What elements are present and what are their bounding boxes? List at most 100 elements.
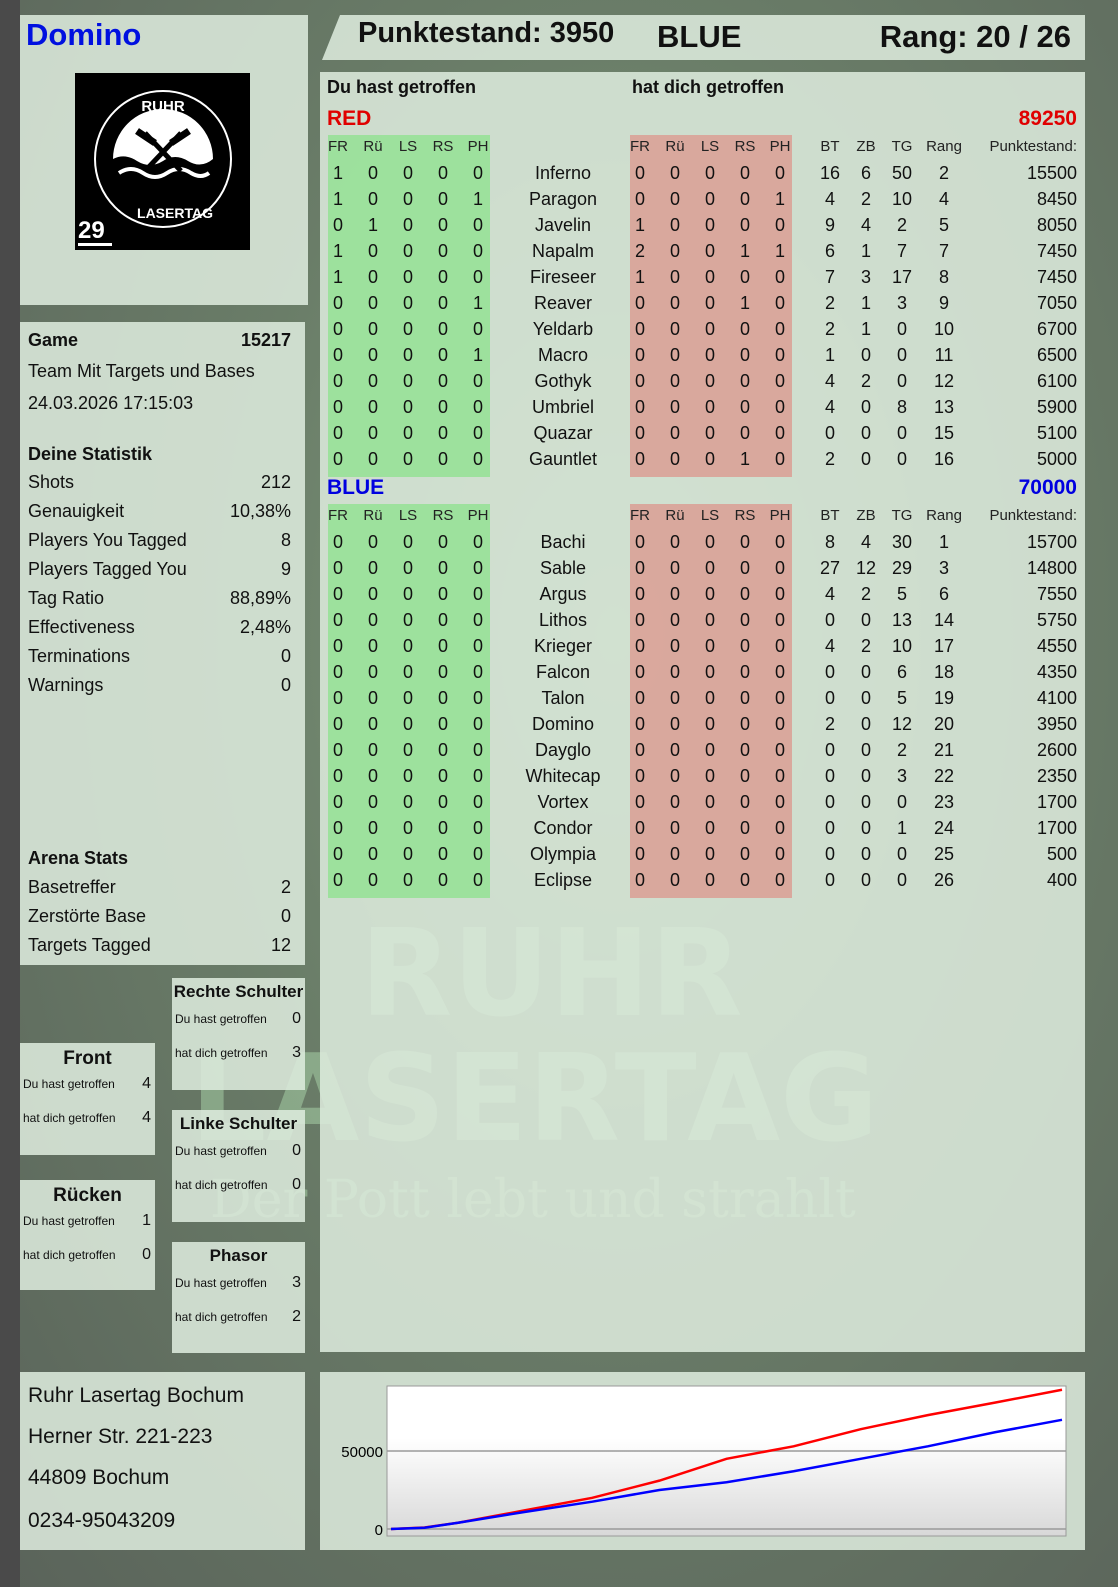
hit-cell: 0 xyxy=(367,532,378,552)
col-header-Rü: Rü xyxy=(665,507,685,524)
hit-cell: 0 xyxy=(367,241,378,261)
arena-value: 0 xyxy=(280,906,291,926)
table-row: 1 0 0 0 0 Napalm 2 0 0 1 1 6 1 7 7 7450 xyxy=(320,241,1085,267)
player-score: 1700 xyxy=(1036,792,1077,812)
stat-bt: 0 xyxy=(824,740,835,760)
stat-bt: 4 xyxy=(824,371,835,391)
stat-tg: 0 xyxy=(896,319,907,339)
stat-bt: 0 xyxy=(824,766,835,786)
stat-rang: 14 xyxy=(933,610,955,630)
player-score: 5750 xyxy=(1036,610,1077,630)
hit-cell: 0 xyxy=(332,319,343,339)
hit-cell: 0 xyxy=(472,319,483,339)
player-score: 500 xyxy=(1046,844,1077,864)
stat-value: 212 xyxy=(260,472,291,492)
player-score: 4550 xyxy=(1036,636,1077,656)
stat-value: 8 xyxy=(280,530,291,550)
got-cell: 0 xyxy=(634,371,645,391)
got-cell: 1 xyxy=(739,293,750,313)
player-name: Napalm xyxy=(531,241,595,261)
zone-hit-value: 1 xyxy=(142,1212,151,1229)
got-cell: 0 xyxy=(739,189,750,209)
address-street: Herner Str. 221-223 xyxy=(28,1425,213,1448)
stat-tg: 3 xyxy=(896,293,907,313)
stat-bt: 8 xyxy=(824,532,835,552)
col-header-Rang: Rang xyxy=(926,507,962,524)
hit-cell: 0 xyxy=(332,449,343,469)
hit-cell: 0 xyxy=(332,766,343,786)
zone-title: Rücken xyxy=(53,1185,122,1206)
table-row: 0 0 0 0 0 Condor 0 0 0 0 0 0 0 1 24 1700 xyxy=(320,818,1085,844)
you-hit-label: Du hast getroffen xyxy=(327,77,477,97)
stat-zb: 0 xyxy=(860,740,871,760)
got-cell: 0 xyxy=(669,215,680,235)
hit-you-label: hat dich getroffen xyxy=(632,77,784,97)
got-cell: 0 xyxy=(669,449,680,469)
got-cell: 0 xyxy=(704,371,715,391)
stat-tg: 29 xyxy=(891,558,913,578)
stat-label: Genauigkeit xyxy=(28,501,125,521)
got-cell: 0 xyxy=(704,319,715,339)
header-rank: Rang: 20 / 26 xyxy=(879,19,1071,54)
hit-cell: 0 xyxy=(437,215,448,235)
hit-cell: 0 xyxy=(332,584,343,604)
got-cell: 0 xyxy=(739,163,750,183)
hit-cell: 0 xyxy=(332,293,343,313)
stat-zb: 0 xyxy=(860,449,871,469)
game-datetime: 24.03.2026 17:15:03 xyxy=(28,393,291,414)
player-score: 15700 xyxy=(1026,532,1077,552)
col-header-FR: FR xyxy=(328,507,348,524)
hit-cell: 0 xyxy=(472,766,483,786)
got-cell: 0 xyxy=(669,870,680,890)
got-cell: 0 xyxy=(669,319,680,339)
zone-hit-value: 0 xyxy=(292,1142,301,1159)
got-cell: 0 xyxy=(739,792,750,812)
stat-rang: 12 xyxy=(933,371,955,391)
player-score: 7450 xyxy=(1036,267,1077,287)
player-name: Domino xyxy=(26,17,142,52)
hit-cell: 0 xyxy=(437,558,448,578)
table-row: 0 0 0 0 0 Dayglo 0 0 0 0 0 0 0 2 21 2600 xyxy=(320,740,1085,766)
stat-tg: 0 xyxy=(896,792,907,812)
stat-zb: 12 xyxy=(855,558,877,578)
got-cell: 0 xyxy=(774,532,785,552)
stat-value: 0 xyxy=(280,646,291,666)
hit-cell: 0 xyxy=(367,766,378,786)
col-header-RS: RS xyxy=(432,138,454,155)
got-cell: 0 xyxy=(634,397,645,417)
hit-cell: 0 xyxy=(332,397,343,417)
got-cell: 0 xyxy=(739,584,750,604)
table-row: 0 0 0 0 0 Gothyk 0 0 0 0 0 4 2 0 12 6100 xyxy=(320,371,1085,397)
hit-cell: 0 xyxy=(472,636,483,656)
got-cell: 0 xyxy=(774,636,785,656)
stat-row: Shots 212 xyxy=(28,472,291,493)
stat-zb: 3 xyxy=(860,267,871,287)
player-score: 4350 xyxy=(1036,662,1077,682)
player-name: Olympia xyxy=(529,844,596,864)
stat-zb: 0 xyxy=(860,870,871,890)
hit-cell: 0 xyxy=(472,844,483,864)
stat-value: 2,48% xyxy=(239,617,291,637)
arena-title-text: Arena Stats xyxy=(28,848,129,868)
stat-bt: 4 xyxy=(824,584,835,604)
table-row: 0 0 0 0 0 Umbriel 0 0 0 0 0 4 0 8 13 5900 xyxy=(320,397,1085,423)
stat-bt: 2 xyxy=(824,714,835,734)
hit-cell: 0 xyxy=(472,163,483,183)
arena-row: Targets Tagged 12 xyxy=(28,935,291,956)
zone-hit-value: 0 xyxy=(292,1010,301,1027)
stat-bt: 6 xyxy=(824,241,835,261)
stat-tg: 12 xyxy=(891,714,913,734)
series-line-1 xyxy=(390,1418,1063,1531)
stat-tg: 0 xyxy=(896,345,907,365)
got-cell: 1 xyxy=(774,189,785,209)
zone-got-label: hat dich getroffen xyxy=(175,1178,268,1192)
stat-bt: 0 xyxy=(824,844,835,864)
stat-rang: 17 xyxy=(933,636,955,656)
stat-bt: 2 xyxy=(824,449,835,469)
stat-zb: 0 xyxy=(860,688,871,708)
hit-cell: 0 xyxy=(472,740,483,760)
col-header-Rü: Rü xyxy=(665,138,685,155)
col-header-LS: LS xyxy=(700,138,720,155)
stat-bt: 4 xyxy=(824,636,835,656)
hit-cell: 0 xyxy=(367,610,378,630)
